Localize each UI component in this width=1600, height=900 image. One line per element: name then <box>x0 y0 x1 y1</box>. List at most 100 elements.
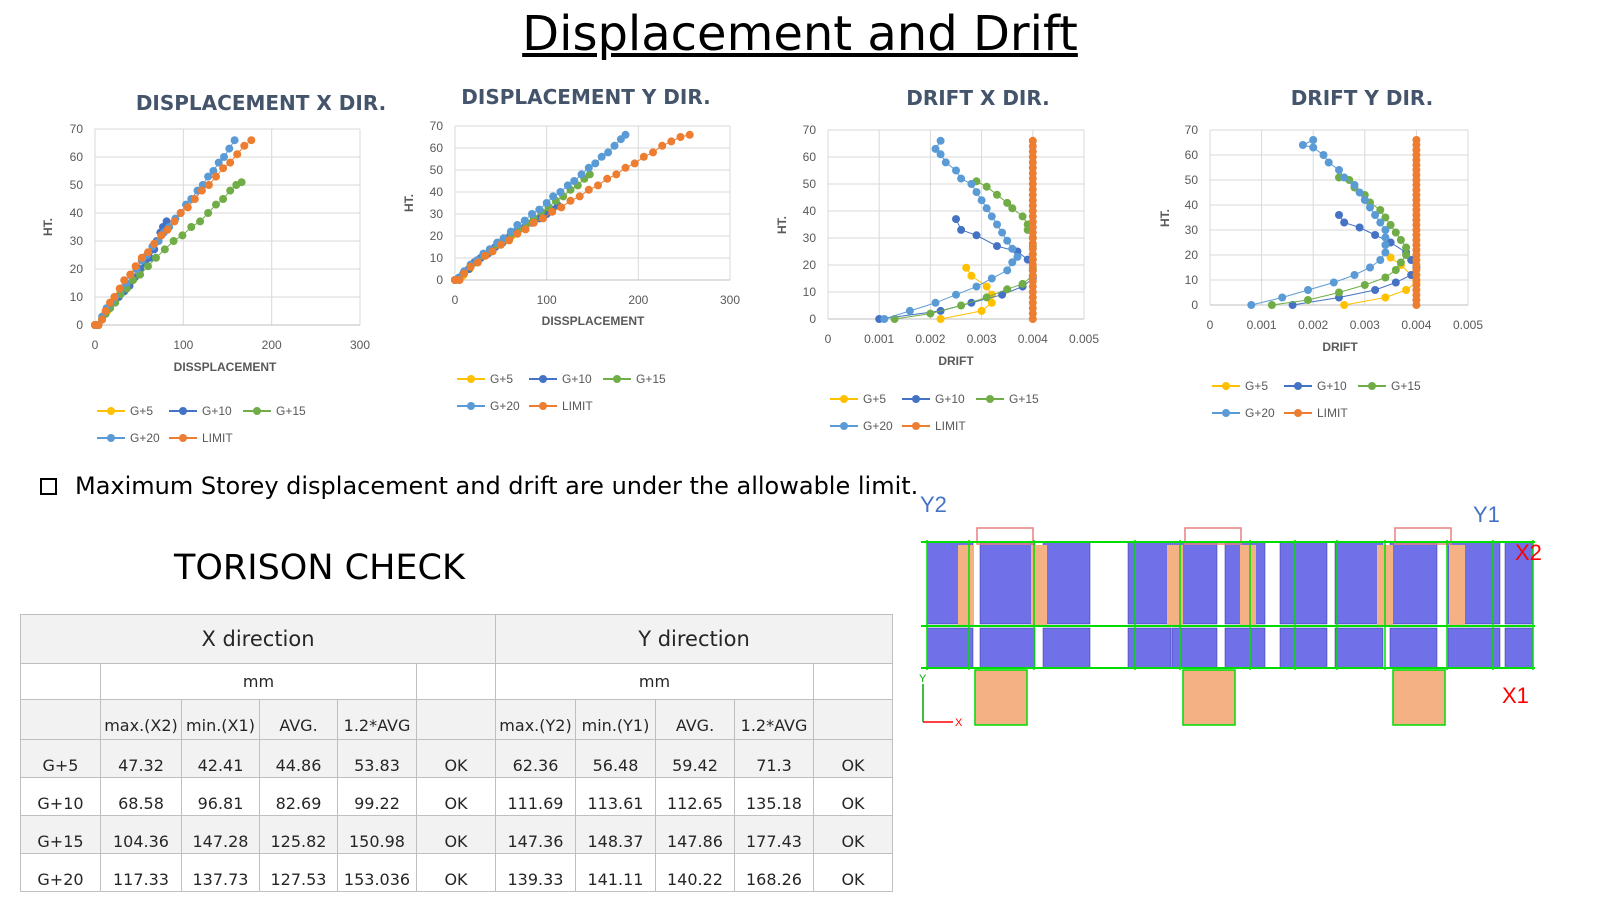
data-point <box>1376 256 1385 264</box>
x-tick-label: 0.001 <box>864 332 894 346</box>
data-point <box>528 210 536 218</box>
data-point <box>548 207 557 216</box>
data-point <box>1335 211 1343 219</box>
slab-panel <box>1224 627 1266 669</box>
data-point <box>150 239 159 248</box>
data-point <box>170 217 179 226</box>
legend-swatch-marker <box>1368 382 1376 390</box>
cell-value: 177.43 <box>734 815 814 854</box>
x-tick-label: 100 <box>173 338 193 352</box>
legend-label: G+10 <box>935 392 965 406</box>
data-point <box>237 178 246 187</box>
empty-cell <box>20 699 101 740</box>
data-point <box>597 152 606 161</box>
data-point <box>1008 258 1017 267</box>
data-point <box>982 282 991 291</box>
cell-value: 168.26 <box>734 853 814 892</box>
empty-cell <box>813 699 893 740</box>
y-tick-label: 70 <box>1185 123 1199 137</box>
cell-value: 99.22 <box>337 777 417 816</box>
core-strip <box>1167 545 1183 625</box>
column-header: max.(Y2) <box>495 699 576 740</box>
x-tick-label: 0.003 <box>1350 318 1380 332</box>
y-tick-label: 40 <box>430 185 444 199</box>
y-tick-label: 40 <box>1185 198 1199 212</box>
y-tick-label: 60 <box>1185 148 1199 162</box>
data-point <box>936 136 945 145</box>
legend-swatch-marker <box>179 434 187 442</box>
column-header: max.(X2) <box>100 699 182 740</box>
data-point <box>204 181 213 189</box>
data-point <box>604 148 613 157</box>
legend-swatch-marker <box>1294 382 1302 390</box>
series-line <box>1344 257 1418 306</box>
stair-core <box>1392 669 1446 726</box>
y-tick-label: 0 <box>76 318 83 332</box>
cell-value: 147.36 <box>495 815 576 854</box>
data-point <box>1288 301 1297 309</box>
core-strip <box>958 545 974 625</box>
legend-label: G+15 <box>276 404 306 418</box>
slab-panel <box>1279 541 1328 625</box>
data-point <box>1309 136 1318 144</box>
data-point <box>529 218 538 227</box>
y-tick-label: 60 <box>70 150 84 164</box>
data-point <box>214 158 223 167</box>
data-point <box>936 315 945 323</box>
cell-value: 62.36 <box>495 739 576 778</box>
legend-swatch-marker <box>467 402 475 410</box>
data-point <box>612 170 621 179</box>
x-axis-label: DISSPLACEMENT <box>174 360 277 374</box>
axis-label-x: X <box>955 717 963 729</box>
torsion-title: TORISON CHECK <box>174 548 465 588</box>
data-point <box>952 166 960 175</box>
status-cell: OK <box>813 739 893 778</box>
data-point <box>183 203 192 212</box>
y-tick-label: 50 <box>1185 173 1199 187</box>
data-point <box>157 231 166 240</box>
data-point <box>460 269 469 278</box>
column-header: AVG. <box>259 699 338 740</box>
data-point <box>1304 296 1312 304</box>
cell-value: 68.58 <box>100 777 182 816</box>
data-point <box>952 290 960 299</box>
data-point <box>1355 223 1364 232</box>
x-tick-label: 0.005 <box>1069 332 1099 346</box>
column-header: AVG. <box>655 699 735 740</box>
checkbox-bullet-icon <box>40 477 57 495</box>
chart-drift-x: DRIFT X DIR. 0 10 20 30 40 50 60 70 0 0.001 0.002 0.… <box>775 86 1099 433</box>
cell-value: 47.32 <box>100 739 182 778</box>
legend-label: G+5 <box>490 372 513 386</box>
legend-swatch-marker <box>912 422 920 430</box>
data-point <box>473 258 482 267</box>
data-point <box>1381 248 1390 257</box>
data-point <box>521 225 530 234</box>
legend-label: G+20 <box>490 399 520 413</box>
data-point <box>455 276 464 284</box>
data-point <box>1391 228 1400 237</box>
data-point <box>658 141 667 150</box>
x-tick-label: 0.001 <box>1247 318 1277 332</box>
note: Maximum Storey displacement and drift ar… <box>40 472 918 500</box>
slab-panel <box>979 541 1036 625</box>
data-point <box>1381 226 1390 234</box>
legend-label: G+10 <box>562 372 592 386</box>
y-tick-label: 60 <box>803 150 817 164</box>
slab-panel <box>1334 541 1384 625</box>
chart-displacement-x: DISPLACEMENT X DIR. 0 10 20 30 40 50 60 70 0 100 20… <box>41 91 386 445</box>
data-point <box>1298 141 1307 149</box>
legend-swatch-marker <box>1222 409 1230 417</box>
data-point <box>1396 236 1405 244</box>
cell-value: 147.28 <box>181 815 260 854</box>
data-point <box>575 192 584 201</box>
data-point <box>1267 301 1276 309</box>
cell-value: 96.81 <box>181 777 260 816</box>
x-tick-label: 300 <box>350 338 370 352</box>
x-direction-header: X direction <box>20 614 496 664</box>
legend-swatch-marker <box>253 407 261 415</box>
data-point <box>212 200 220 209</box>
data-point <box>621 163 630 172</box>
data-point <box>225 144 234 153</box>
balcony-wall <box>1184 527 1242 545</box>
legend-swatch-marker <box>912 395 920 403</box>
